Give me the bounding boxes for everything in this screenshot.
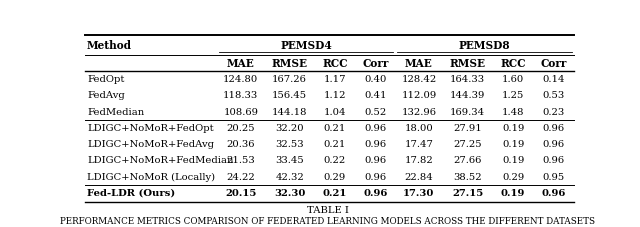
Text: 0.21: 0.21 <box>324 124 346 133</box>
Text: 32.53: 32.53 <box>275 140 304 149</box>
Text: 0.29: 0.29 <box>324 173 346 182</box>
Text: 17.47: 17.47 <box>404 140 433 149</box>
Text: 0.52: 0.52 <box>364 108 387 117</box>
Text: 24.22: 24.22 <box>227 173 255 182</box>
Text: 22.84: 22.84 <box>404 173 433 182</box>
Text: 1.25: 1.25 <box>502 91 524 100</box>
Text: LDIGC+NoMoR+FedOpt: LDIGC+NoMoR+FedOpt <box>87 124 214 133</box>
Text: PERFORMANCE METRICS COMPARISON OF FEDERATED LEARNING MODELS ACROSS THE DIFFERENT: PERFORMANCE METRICS COMPARISON OF FEDERA… <box>61 217 595 226</box>
Text: LDIGC+NoMoR+FedAvg: LDIGC+NoMoR+FedAvg <box>87 140 214 149</box>
Text: 21.53: 21.53 <box>227 156 255 165</box>
Text: 0.96: 0.96 <box>542 156 564 165</box>
Text: 17.30: 17.30 <box>403 189 435 198</box>
Text: FedOpt: FedOpt <box>87 75 124 84</box>
Text: RMSE: RMSE <box>450 58 486 69</box>
Text: MAE: MAE <box>405 58 433 69</box>
Text: 132.96: 132.96 <box>401 108 436 117</box>
Text: 1.60: 1.60 <box>502 75 524 84</box>
Text: 108.69: 108.69 <box>223 108 258 117</box>
Text: Method: Method <box>87 40 132 51</box>
Text: 0.96: 0.96 <box>542 124 564 133</box>
Text: 169.34: 169.34 <box>450 108 485 117</box>
Text: 17.82: 17.82 <box>404 156 433 165</box>
Text: RMSE: RMSE <box>271 58 308 69</box>
Text: 144.39: 144.39 <box>450 91 486 100</box>
Text: 27.15: 27.15 <box>452 189 483 198</box>
Text: 27.66: 27.66 <box>454 156 482 165</box>
Text: 1.12: 1.12 <box>324 91 346 100</box>
Text: 32.20: 32.20 <box>275 124 304 133</box>
Text: Fed-LDR (Ours): Fed-LDR (Ours) <box>87 189 175 198</box>
Text: 0.96: 0.96 <box>364 173 387 182</box>
Text: 42.32: 42.32 <box>275 173 304 182</box>
Text: 167.26: 167.26 <box>272 75 307 84</box>
Text: 0.19: 0.19 <box>502 156 524 165</box>
Text: 38.52: 38.52 <box>454 173 482 182</box>
Text: Corr: Corr <box>362 58 388 69</box>
Text: 27.25: 27.25 <box>454 140 482 149</box>
Text: LDIGC+NoMoR+FedMedian: LDIGC+NoMoR+FedMedian <box>87 156 234 165</box>
Text: 20.25: 20.25 <box>227 124 255 133</box>
Text: FedAvg: FedAvg <box>87 91 125 100</box>
Text: 0.19: 0.19 <box>502 140 524 149</box>
Text: 20.36: 20.36 <box>227 140 255 149</box>
Text: 118.33: 118.33 <box>223 91 259 100</box>
Text: 144.18: 144.18 <box>272 108 307 117</box>
Text: 27.91: 27.91 <box>453 124 482 133</box>
Text: 0.21: 0.21 <box>324 140 346 149</box>
Text: 0.19: 0.19 <box>502 124 524 133</box>
Text: 0.22: 0.22 <box>324 156 346 165</box>
Text: 0.95: 0.95 <box>542 173 564 182</box>
Text: 1.04: 1.04 <box>324 108 346 117</box>
Text: 0.29: 0.29 <box>502 173 524 182</box>
Text: 0.96: 0.96 <box>542 140 564 149</box>
Text: 112.09: 112.09 <box>401 91 436 100</box>
Text: 1.17: 1.17 <box>324 75 346 84</box>
Text: 0.96: 0.96 <box>541 189 566 198</box>
Text: Corr: Corr <box>540 58 566 69</box>
Text: 0.14: 0.14 <box>542 75 564 84</box>
Text: MAE: MAE <box>227 58 255 69</box>
Text: 0.96: 0.96 <box>363 189 387 198</box>
Text: 124.80: 124.80 <box>223 75 259 84</box>
Text: 0.96: 0.96 <box>364 124 387 133</box>
Text: 0.19: 0.19 <box>501 189 525 198</box>
Text: 164.33: 164.33 <box>450 75 485 84</box>
Text: PEMSD4: PEMSD4 <box>280 40 332 51</box>
Text: 0.96: 0.96 <box>364 156 387 165</box>
Text: 0.23: 0.23 <box>542 108 564 117</box>
Text: FedMedian: FedMedian <box>87 108 144 117</box>
Text: PEMSD8: PEMSD8 <box>459 40 510 51</box>
Text: RCC: RCC <box>322 58 348 69</box>
Text: 0.53: 0.53 <box>542 91 564 100</box>
Text: 0.41: 0.41 <box>364 91 387 100</box>
Text: RCC: RCC <box>500 58 526 69</box>
Text: 156.45: 156.45 <box>272 91 307 100</box>
Text: TABLE I: TABLE I <box>307 206 349 215</box>
Text: 0.96: 0.96 <box>364 140 387 149</box>
Text: 32.30: 32.30 <box>274 189 305 198</box>
Text: 128.42: 128.42 <box>401 75 436 84</box>
Text: 20.15: 20.15 <box>225 189 257 198</box>
Text: LDIGC+NoMoR (Locally): LDIGC+NoMoR (Locally) <box>87 173 215 182</box>
Text: 33.45: 33.45 <box>275 156 304 165</box>
Text: 0.21: 0.21 <box>323 189 347 198</box>
Text: 1.48: 1.48 <box>502 108 524 117</box>
Text: 18.00: 18.00 <box>404 124 433 133</box>
Text: 0.40: 0.40 <box>364 75 387 84</box>
